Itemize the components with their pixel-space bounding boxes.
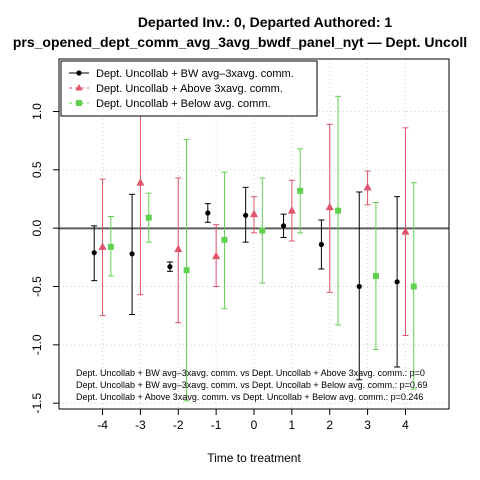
data-point [145,214,152,221]
legend-marker [76,100,82,106]
x-tick-label: -1 [211,418,222,432]
x-tick-label: 1 [289,418,296,432]
x-tick-label: 0 [251,418,258,432]
data-point [325,202,334,211]
legend-label: Dept. Uncollab + Below avg. comm. [96,98,271,110]
data-point [212,251,221,260]
y-tick-label: 0.0 [30,220,44,237]
chart-title-line1: Departed Inv.: 0, Departed Authored: 1 [138,14,393,30]
x-tick-label: -3 [135,418,146,432]
data-point [136,178,145,186]
data-point [107,243,114,250]
data-point [410,283,417,290]
series-layer [91,70,417,402]
y-tick-label: 1.0 [30,103,44,120]
legend-label: Dept. Uncollab + Above 3xavg. comm. [96,83,283,95]
data-point [259,227,266,234]
data-point [297,187,304,194]
data-point [394,279,400,285]
data-point [174,244,183,253]
y-tick-label: -1.0 [30,334,44,355]
y-tick-label: -0.5 [30,276,44,297]
data-point [243,212,249,218]
y-tick-label: -1.5 [30,393,44,414]
legend-label: Dept. Uncollab + BW avg–3xavg. comm. [96,68,294,80]
x-axis-label: Time to treatment [207,451,301,465]
legend: Dept. Uncollab + BW avg–3xavg. comm. Dept… [60,60,318,117]
x-tick-label: 4 [402,418,409,432]
series-2 [98,70,410,336]
x-axis: -4 -3 -2 -1 0 1 2 3 4 [97,408,409,432]
data-point [98,242,107,250]
data-point [183,267,190,274]
annotations: Dept. Uncollab + BW avg–3xavg. comm. vs … [76,368,427,402]
data-point [280,223,287,229]
x-tick-label: 2 [326,418,333,432]
data-point [91,250,97,256]
data-point [287,206,296,214]
chart-title-line2: prs_opened_dept_comm_avg_3avg_bwdf_panel… [13,34,467,50]
series-3 [107,95,417,402]
legend-marker [76,70,82,76]
legend-marker [75,84,83,91]
data-point [372,273,379,279]
x-tick-label: -2 [173,418,184,432]
x-tick-label: -4 [97,418,108,432]
data-point [167,264,173,270]
data-point [401,227,410,235]
annotation-text: Dept. Uncollab + Above 3xavg. comm. vs D… [76,392,423,402]
y-axis: -1.5 -1.0 -0.5 0.0 0.5 1.0 [30,103,60,414]
data-point [221,236,228,243]
series-1 [91,186,401,381]
x-tick-label: 3 [364,418,371,432]
data-point [129,251,135,257]
annotation-text: Dept. Uncollab + BW avg–3xavg. comm. vs … [76,380,427,390]
legend-box [60,60,318,117]
data-point [356,283,362,290]
data-point [363,182,372,191]
annotation-text: Dept. Uncollab + BW avg–3xavg. comm. vs … [76,368,425,378]
data-point [250,209,258,218]
data-point [205,210,211,216]
data-point [335,207,342,214]
data-point [318,241,324,248]
y-tick-label: 0.5 [30,161,44,178]
